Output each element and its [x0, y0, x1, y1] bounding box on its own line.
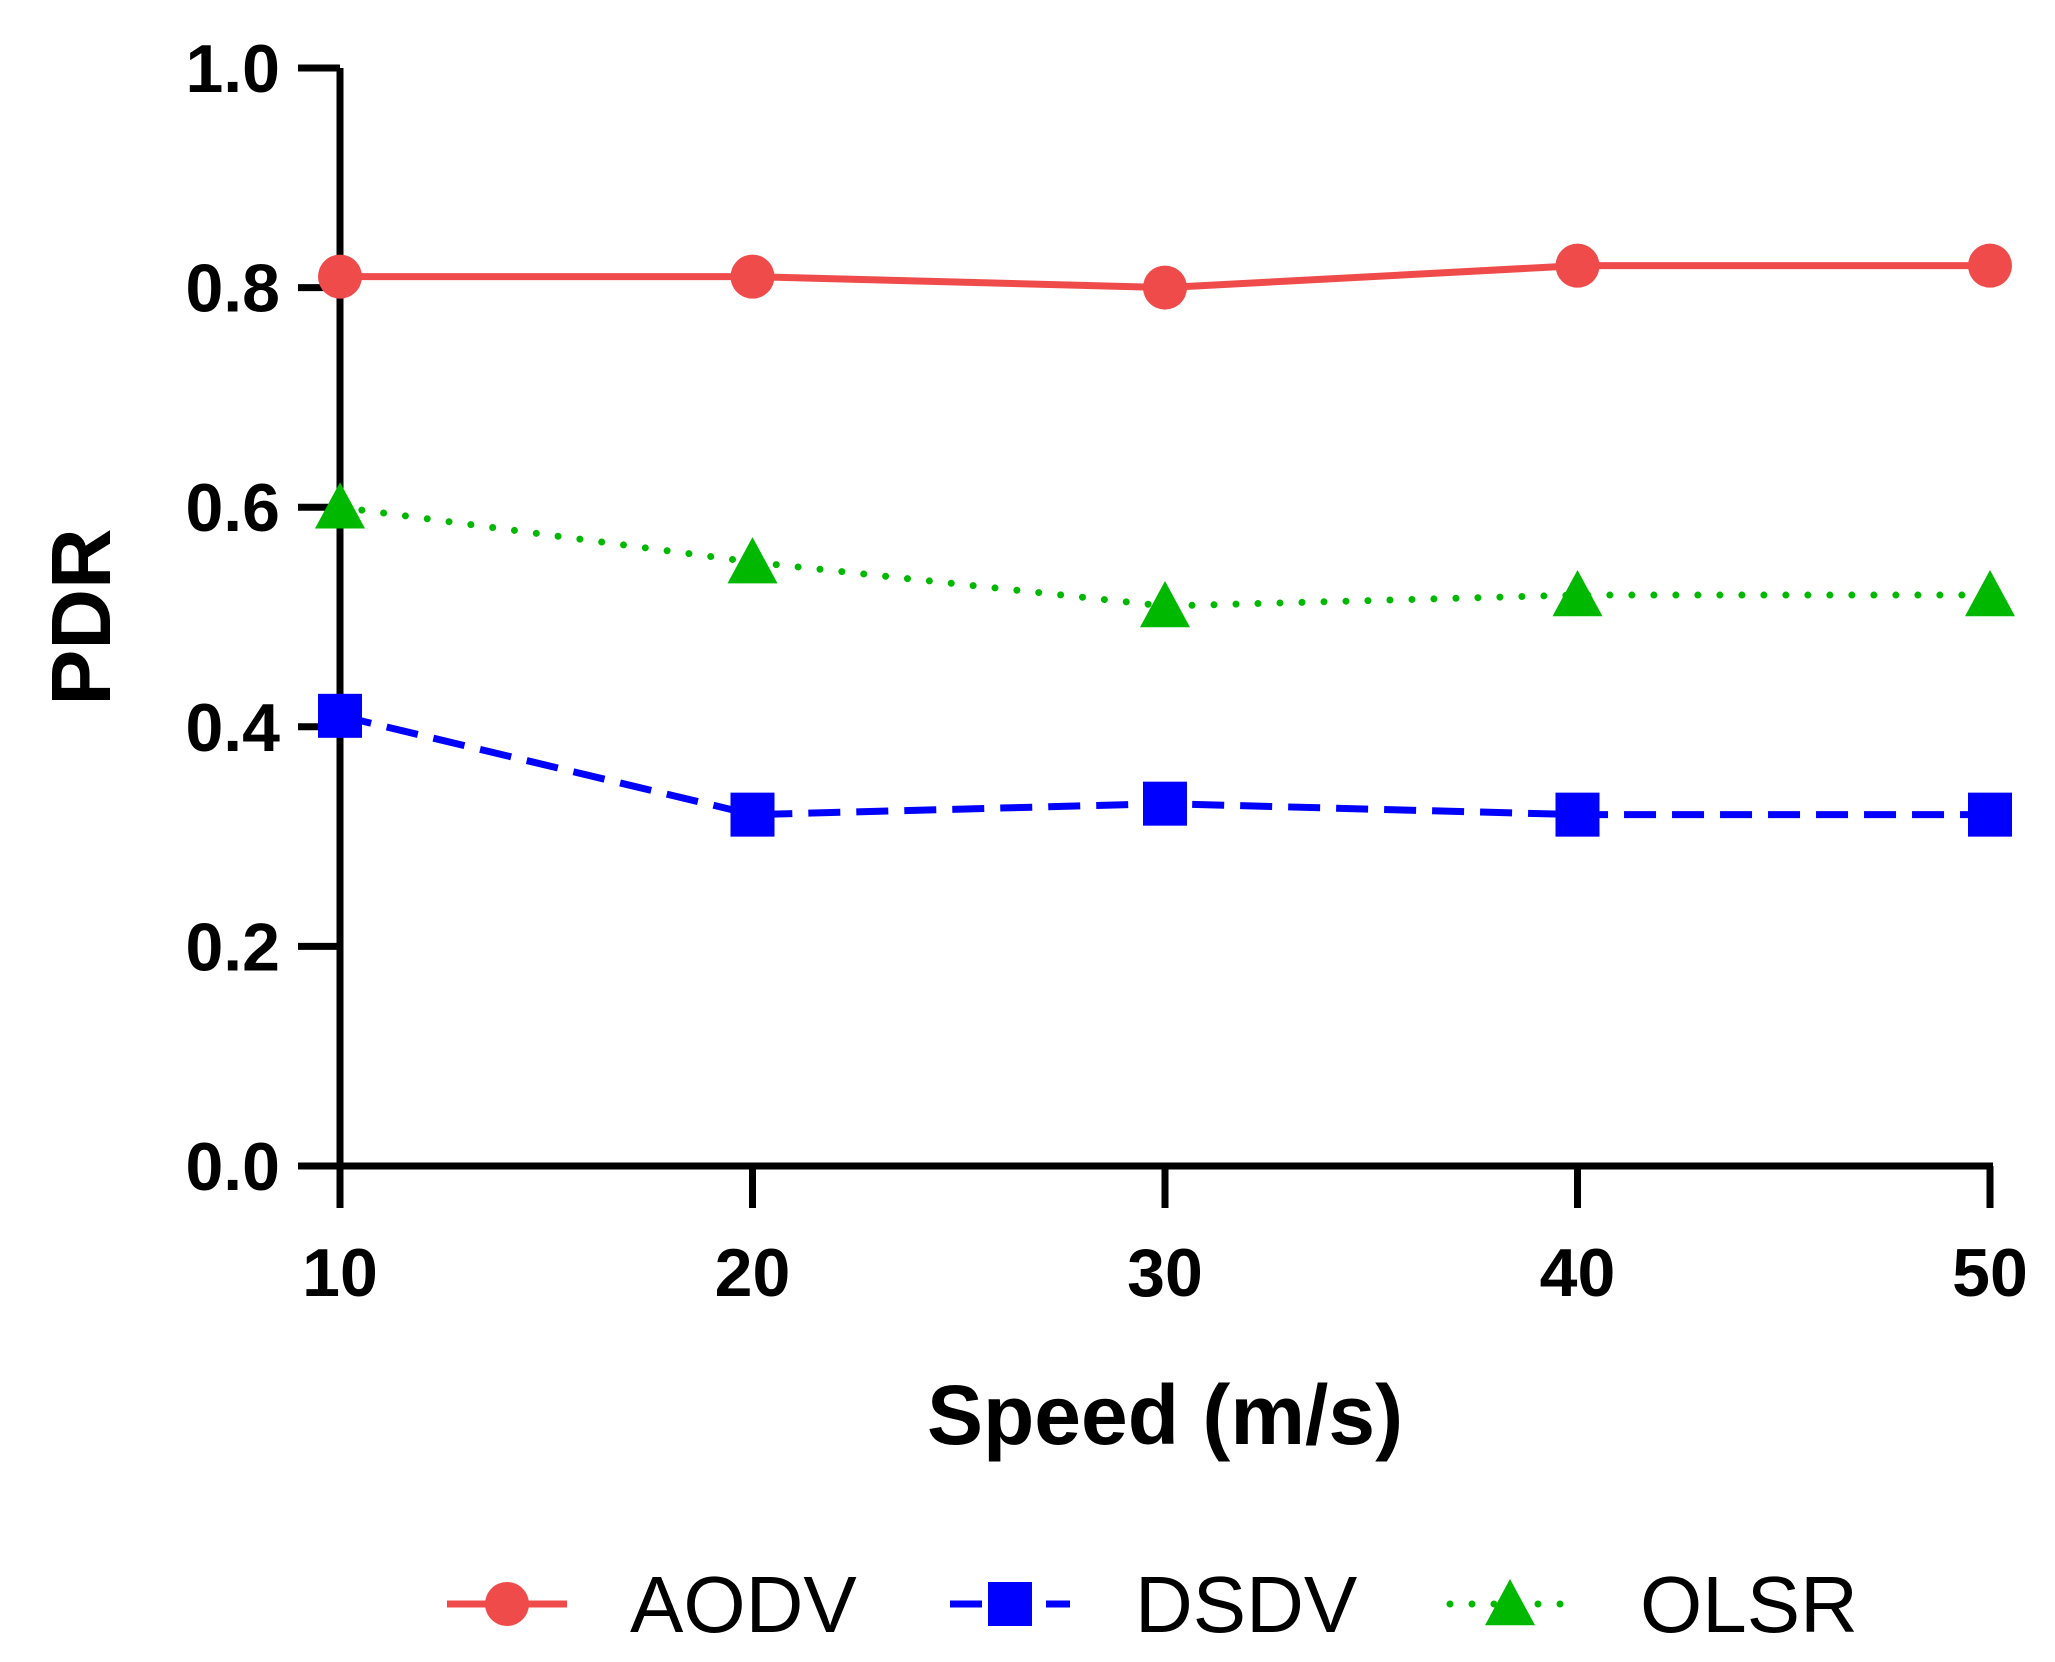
y-tick-label: 1.0	[185, 31, 280, 107]
data-point	[1552, 570, 1603, 617]
x-tick-label: 40	[1540, 1235, 1616, 1311]
legend-marker	[1485, 1579, 1535, 1626]
y-tick-label: 0.6	[185, 470, 280, 546]
series-aodv	[318, 243, 2012, 310]
data-point	[1555, 243, 1600, 288]
legend-label: DSDV	[1135, 1560, 1358, 1649]
data-point	[730, 254, 775, 299]
data-point	[1555, 792, 1600, 837]
series-dsdv	[318, 693, 2012, 837]
data-point	[1965, 570, 2015, 617]
y-axis-title: PDR	[34, 528, 128, 705]
x-tick-label: 50	[1952, 1235, 2028, 1311]
x-tick-label: 10	[302, 1235, 378, 1311]
data-point	[1968, 792, 2012, 837]
series-layer	[315, 243, 2015, 837]
data-point	[315, 482, 365, 529]
data-point	[1143, 265, 1187, 310]
data-point	[730, 792, 775, 837]
legend-marker	[988, 1582, 1032, 1626]
legend: AODV DSDV OLSR	[447, 1560, 1858, 1649]
axes: 0.0 0.2 0.4 0.6 0.8 1.0 10 20 30 40 50	[185, 31, 2027, 1311]
legend-label: AODV	[630, 1560, 857, 1649]
data-point	[1140, 581, 1190, 628]
data-point	[1968, 243, 2012, 288]
legend-item-dsdv: DSDV	[950, 1560, 1358, 1649]
legend-marker	[485, 1582, 529, 1626]
y-tick-label: 0.0	[185, 1129, 280, 1205]
x-tick-label: 30	[1127, 1235, 1203, 1311]
x-axis-title: Speed (m/s)	[927, 1368, 1403, 1462]
x-tick-label: 20	[715, 1235, 791, 1311]
y-tick-label: 0.2	[185, 909, 280, 985]
data-point	[318, 254, 362, 299]
legend-label: OLSR	[1640, 1560, 1858, 1649]
data-point	[1143, 781, 1187, 826]
series-olsr	[315, 482, 2015, 628]
data-point	[727, 537, 778, 584]
legend-item-olsr: OLSR	[1446, 1560, 1858, 1649]
y-tick-label: 0.8	[185, 251, 280, 327]
data-point	[318, 693, 362, 738]
legend-item-aodv: AODV	[447, 1560, 857, 1649]
y-tick-label: 0.4	[185, 690, 280, 766]
